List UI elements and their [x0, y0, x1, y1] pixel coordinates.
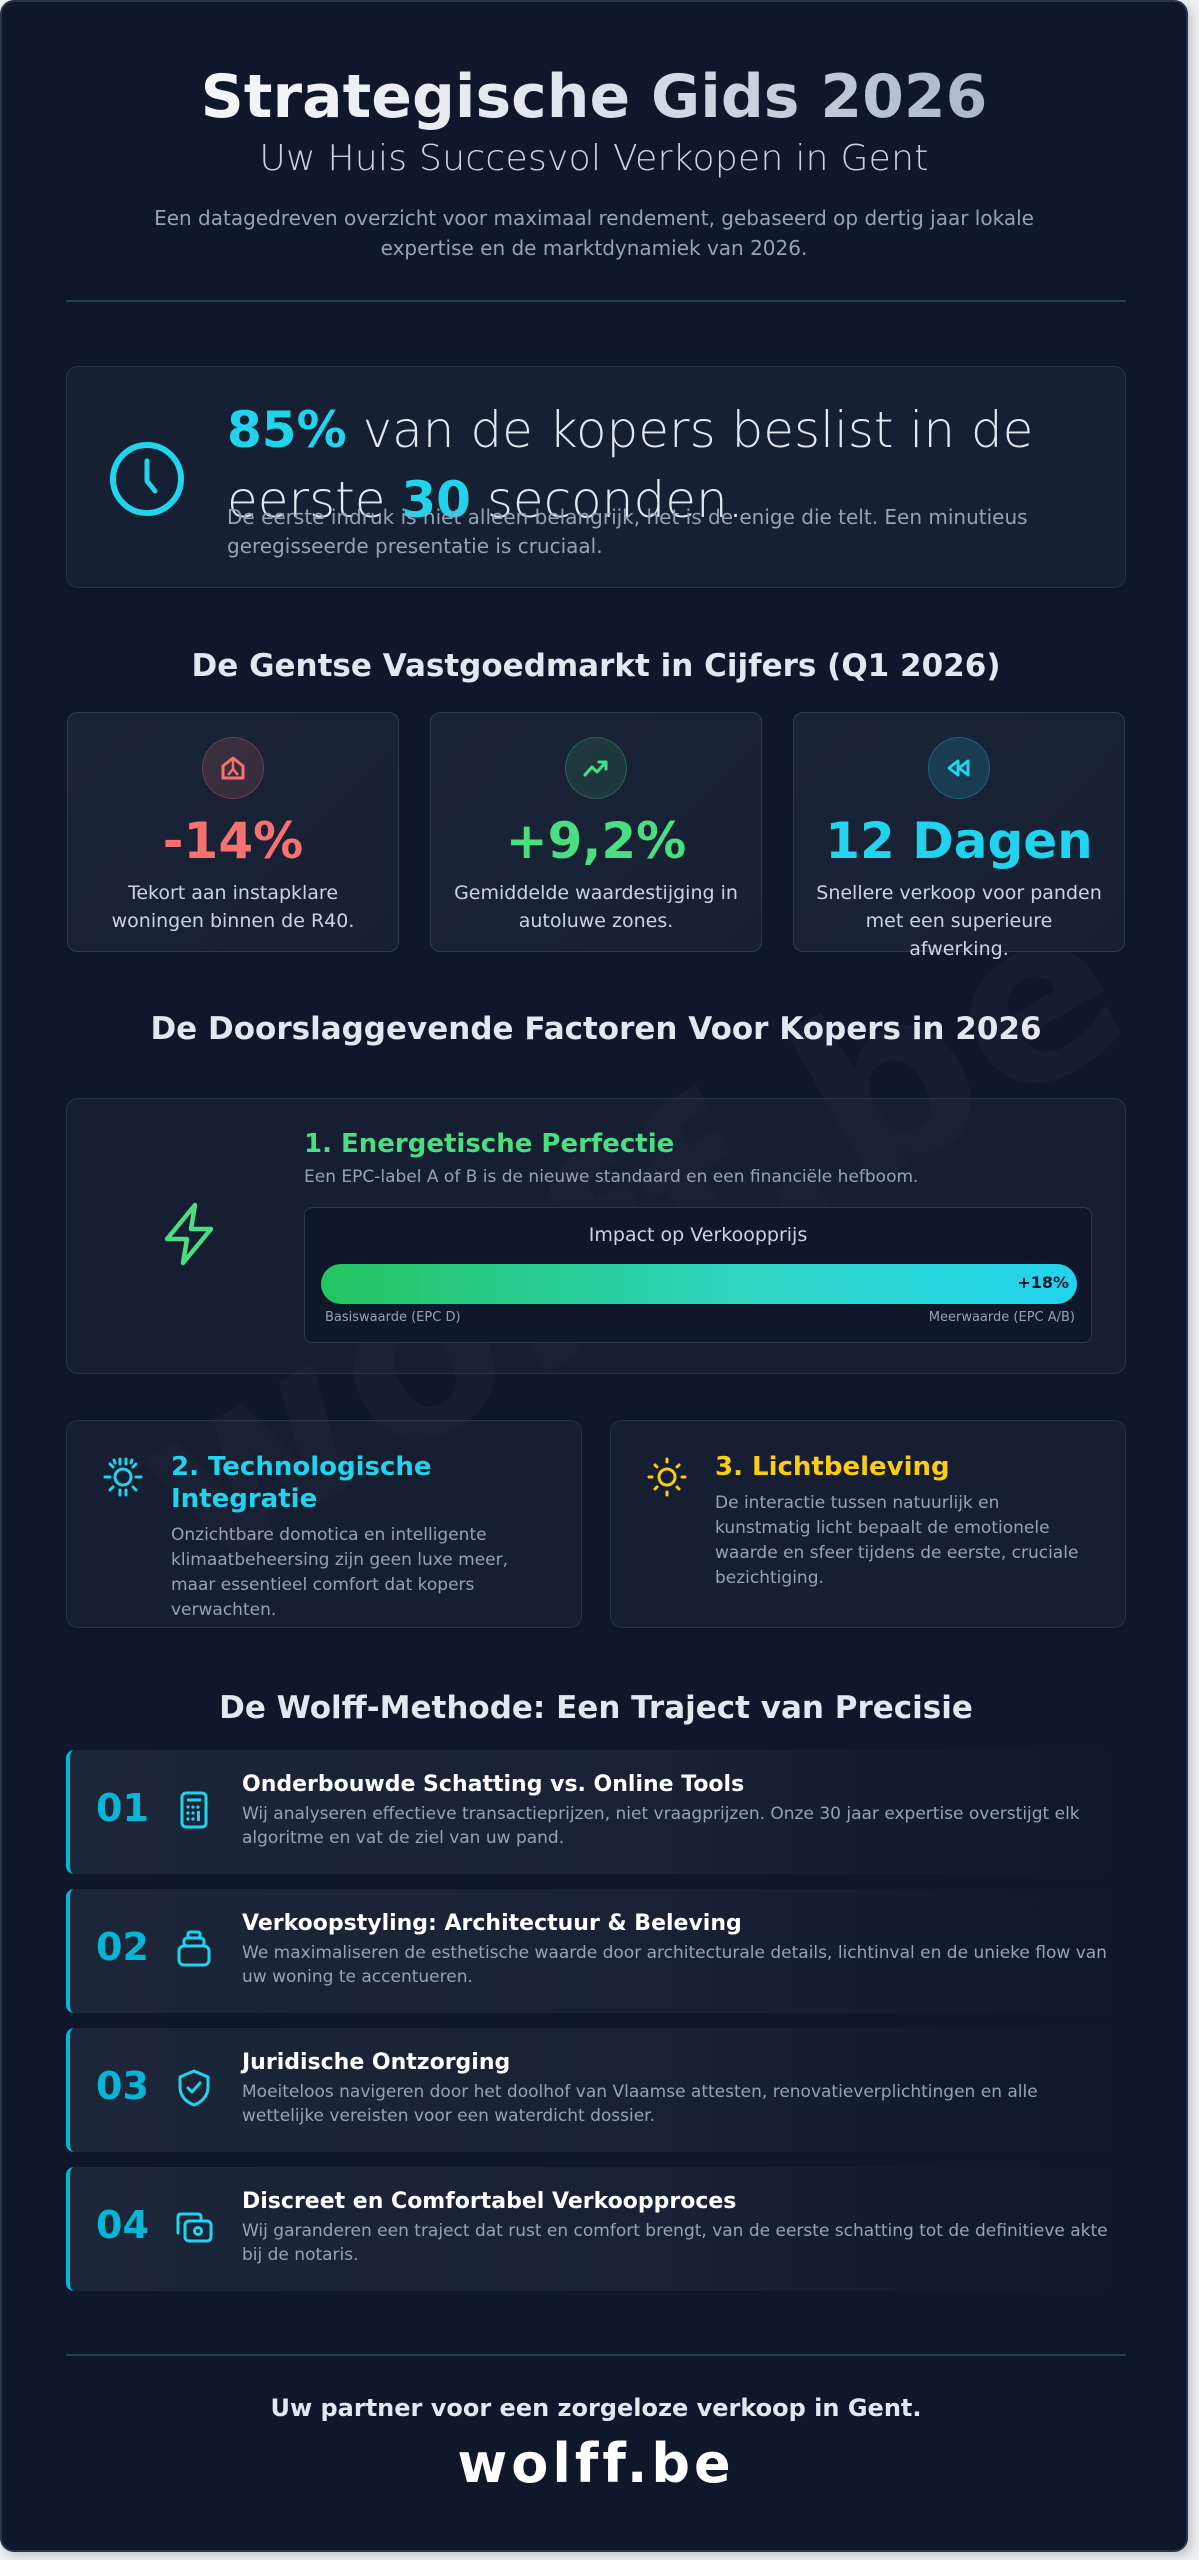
- footer-tagline: Uw partner voor een zorgeloze verkoop in…: [270, 2394, 922, 2422]
- lightning-bolt-icon: [164, 1202, 214, 1266]
- step-number: 01: [96, 1786, 149, 1830]
- footer-brand[interactable]: wolff.be: [457, 2432, 735, 2495]
- step-number: 04: [96, 2203, 149, 2247]
- impact-chart: Impact op Verkoopprijs +18% Basiswaarde …: [304, 1207, 1092, 1343]
- stat-value: 12 Dagen: [825, 812, 1093, 870]
- divider: [66, 2354, 1126, 2356]
- icon-circle: [202, 737, 264, 799]
- step-title: Discreet en Comfortabel Verkoopproces: [242, 2189, 737, 2214]
- banknotes-icon: [176, 2212, 213, 2243]
- hero-stat-text: van de kopers beslist in de eerste: [227, 401, 1034, 529]
- factor-description: Een EPC-label A of B is de nieuwe standa…: [304, 1167, 919, 1187]
- clock-icon: [110, 442, 184, 516]
- stat-card-selling-speed: 12 Dagen Snellere verkoop voor panden me…: [793, 712, 1125, 960]
- impact-label-premium: Meerwaarde (EPC A/B): [928, 1310, 1075, 1325]
- trending-up-icon: [583, 760, 608, 777]
- factor-description: Onzichtbare domotica en intelligente kli…: [171, 1525, 509, 1620]
- stat-label: Gemiddelde waardestijging in autoluwe zo…: [454, 882, 738, 932]
- method-section-title: De Wolff-Methode: Een Traject van Precis…: [219, 1690, 973, 1726]
- stat-label: Snellere verkoop voor panden met een sup…: [816, 882, 1102, 960]
- factor-technology-card: 2. Technologische Integratie Onzichtbare…: [66, 1420, 582, 1628]
- step-description: Wij analyseren effectieve transactieprij…: [242, 1804, 1080, 1848]
- step-number: 03: [96, 2064, 149, 2108]
- hero-stat-text-end: seconden.: [470, 471, 744, 529]
- impact-label-base: Basiswaarde (EPC D): [325, 1310, 461, 1325]
- factor-energy-card: 1. Energetische Perfectie Een EPC-label …: [66, 1098, 1126, 1374]
- calculator-icon: [180, 1791, 208, 1829]
- stat-value: +9,2%: [505, 812, 687, 870]
- factor-title: 2. Technologische Integratie: [171, 1452, 432, 1514]
- header: Strategische Gids 2026 Uw Huis Succesvol…: [2, 2, 1186, 263]
- method-step: 01 Onderbouwde Schatting vs. Online Tool…: [66, 1750, 1126, 1874]
- market-section-title: De Gentse Vastgoedmarkt in Cijfers (Q1 2…: [191, 648, 1001, 684]
- sun-icon: [647, 1457, 687, 1497]
- impact-value: +18%: [1017, 1273, 1069, 1292]
- impact-title: Impact op Verkoopprijs: [588, 1224, 808, 1246]
- factor-title: 3. Lichtbeleving: [715, 1452, 950, 1482]
- method-step: 03 Juridische Ontzorging Moeiteloos navi…: [66, 2028, 1126, 2152]
- step-title: Onderbouwde Schatting vs. Online Tools: [242, 1772, 745, 1797]
- step-description: Wij garanderen een traject dat rust en c…: [242, 2221, 1108, 2265]
- step-number: 02: [96, 1925, 149, 1969]
- intro-text: Een datagedreven overzicht voor maximaal…: [154, 206, 1034, 260]
- hero-stat-card: 85% van de kopers beslist in de eerste 3…: [66, 366, 1126, 588]
- impact-bar: +18%: [321, 1264, 1077, 1304]
- step-title: Juridische Ontzorging: [242, 2050, 511, 2075]
- icon-circle: [565, 737, 627, 799]
- step-description: We maximaliseren de esthetische waarde d…: [242, 1943, 1107, 1987]
- step-title: Verkoopstyling: Architectuur & Beleving: [242, 1911, 742, 1936]
- hero-stat-headline: 85% van de kopers beslist in de eerste 3…: [227, 395, 1087, 535]
- shield-check-icon: [178, 2069, 210, 2107]
- factors-section-title: De Doorslaggevende Factoren Voor Kopers …: [150, 1011, 1042, 1047]
- hero-stat-seconds: 30: [401, 471, 471, 529]
- page-title: Strategische Gids 2026: [2, 62, 1186, 132]
- house-crack-icon: [221, 756, 245, 780]
- hero-description: De eerste indruk is niet alleen belangri…: [227, 505, 1028, 558]
- page-subtitle: Uw Huis Succesvol Verkopen in Gent: [259, 138, 929, 179]
- stat-label: Tekort aan instapklare woningen binnen d…: [111, 882, 355, 932]
- stat-value: -14%: [162, 812, 304, 870]
- factor-title: 1. Energetische Perfectie: [304, 1129, 675, 1159]
- stat-card-value-growth: +9,2% Gemiddelde waardestijging in autol…: [430, 712, 762, 952]
- factor-description: De interactie tussen natuurlijk en kunst…: [715, 1493, 1079, 1588]
- divider: [66, 300, 1126, 302]
- hero-stat-percent: 85%: [227, 401, 347, 459]
- method-step: 04 Discreet en Comfortabel Verkoopproces…: [66, 2167, 1126, 2291]
- sofa-layers-icon: [177, 1930, 211, 1967]
- factor-light-card: 3. Lichtbeleving De interactie tussen na…: [610, 1420, 1126, 1628]
- step-description: Moeiteloos navigeren door het doolhof va…: [242, 2082, 1038, 2126]
- method-step: 02 Verkoopstyling: Architectuur & Belevi…: [66, 1889, 1126, 2013]
- fast-rewind-icon: [947, 759, 970, 777]
- icon-circle: [928, 737, 990, 799]
- stat-card-shortage: -14% Tekort aan instapklare woningen bin…: [67, 712, 399, 952]
- smart-chip-icon: [103, 1457, 143, 1497]
